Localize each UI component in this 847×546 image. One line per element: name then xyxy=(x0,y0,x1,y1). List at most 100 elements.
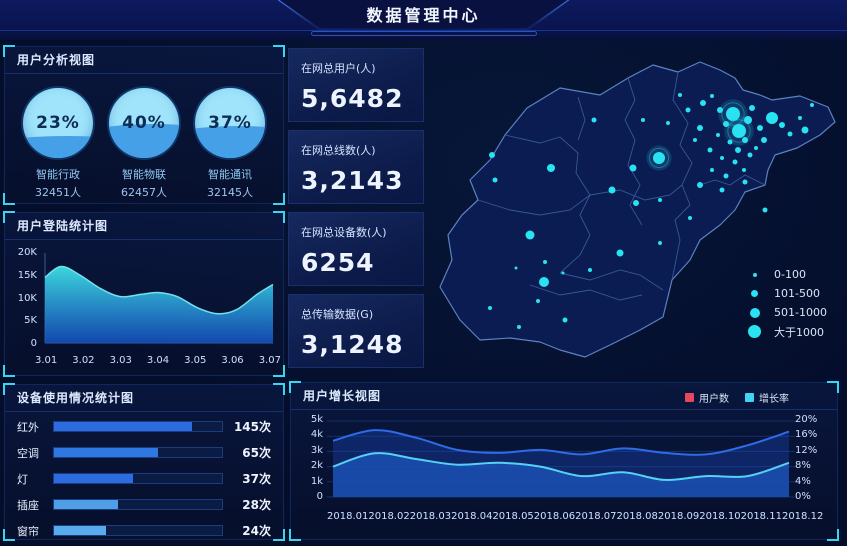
panel-login-stats: 用户登陆统计图 20K 15K 10K 5K 0 3.01 3.02 3.03 3.04 3.0… xyxy=(3,211,285,377)
bar-track xyxy=(53,499,223,510)
axis-tick: 3.01 xyxy=(35,355,58,366)
map-bubble xyxy=(658,241,662,245)
map-bubble xyxy=(754,146,758,150)
bar-track xyxy=(53,447,223,458)
corner-bracket xyxy=(273,365,285,377)
map-bubble xyxy=(798,116,802,120)
bar-label: 插座 xyxy=(17,498,39,512)
device-usage-bars: 红外 145次 空调 65次灯 37次 插座 28次 窗帘 24次 xyxy=(17,415,271,545)
corner-bracket xyxy=(273,193,285,205)
map-bubble xyxy=(591,117,597,123)
bar-value: 65次 xyxy=(242,446,271,460)
map-bubble xyxy=(697,182,703,188)
map-bubble xyxy=(742,179,748,185)
axis-tick: 16% xyxy=(795,429,818,441)
panel-title: 用户登陆统计图 xyxy=(5,213,283,240)
axis-tick: 2018.07 xyxy=(575,511,617,522)
bubble-size-icon xyxy=(750,307,760,318)
map-bubble xyxy=(747,152,753,158)
stat-card-total-devices: 在网总设备数(人) 6254 xyxy=(288,212,424,286)
axis-tick: 0% xyxy=(795,490,811,502)
growth-chart-left-axis: 5k 4k 3k 2k 1k 0 xyxy=(295,414,323,502)
map-bubble xyxy=(685,107,691,113)
axis-tick: 12% xyxy=(795,444,818,456)
bar-fill xyxy=(54,474,133,483)
map-bubble xyxy=(517,325,521,329)
header-ornament xyxy=(310,31,537,36)
map-bubble xyxy=(514,266,518,270)
map-bubble xyxy=(658,198,662,202)
panel-user-analysis: 用户分析视图 23% 智能行政 32451人 40% 智能物联 62457人 xyxy=(3,45,285,205)
map-bubble xyxy=(697,125,703,131)
growth-area-chart xyxy=(327,420,795,498)
map-bubbles xyxy=(488,93,814,329)
bar-label: 红外 xyxy=(17,420,39,434)
gauge-admin: 23% 智能行政 32451人 xyxy=(16,88,100,200)
growth-chart-legend: 用户数 增长率 xyxy=(685,390,789,405)
axis-tick: 2018.06 xyxy=(533,511,576,522)
map-bubble xyxy=(666,121,670,125)
axis-tick: 4k xyxy=(310,429,323,441)
device-usage-row: 插座 28次 xyxy=(17,493,271,516)
gauge-count: 32451人 xyxy=(35,186,81,199)
gauge-comm: 37% 智能通讯 32145人 xyxy=(188,88,272,200)
axis-tick: 4% xyxy=(795,475,811,487)
map-bubble xyxy=(700,100,706,106)
map-legend-item: 0-100 xyxy=(748,265,827,284)
map-bubble xyxy=(766,112,778,124)
panel-title: 用户增长视图 xyxy=(291,383,837,410)
map-bubble xyxy=(547,164,555,172)
map-bubble xyxy=(717,107,723,113)
bar-track xyxy=(53,473,223,484)
axis-tick: 2018.10 xyxy=(699,511,741,522)
map-bubble xyxy=(742,137,748,143)
axis-tick: 1k xyxy=(310,475,323,487)
gauge-percent: 37% xyxy=(208,113,252,133)
map-bubble xyxy=(742,168,746,172)
bar-fill xyxy=(54,526,107,535)
panel-device-usage: 设备使用情况统计图 红外 145次 空调 65次灯 37次 插座 28次 窗帘 24次 xyxy=(3,383,285,541)
legend-swatch-red xyxy=(685,393,694,402)
map-bubble xyxy=(641,118,645,122)
gauge-count: 62457人 xyxy=(121,186,167,199)
corner-bracket xyxy=(3,383,15,395)
map-bubble xyxy=(732,159,738,165)
panel-user-growth: 用户增长视图 用户数 增长率 5k 4k 3k 2k 1k 0 20% 16% 12% 8% 4%… xyxy=(289,381,839,541)
gauge-label: 智能行政 xyxy=(36,168,80,181)
corner-bracket xyxy=(827,529,839,541)
legend-item-users[interactable]: 用户数 xyxy=(685,390,729,405)
map-bubble xyxy=(719,187,725,193)
liquid-circle: 37% xyxy=(195,88,265,158)
stat-value: 3,1248 xyxy=(301,330,404,359)
map-bubble xyxy=(723,121,729,127)
gauge-count: 32145人 xyxy=(207,186,253,199)
region-map: 0-100 101-500 501-1000 大于1000 xyxy=(430,45,847,380)
gauge-label: 智能物联 xyxy=(122,168,166,181)
axis-tick: 0 xyxy=(30,338,37,349)
map-bubble xyxy=(616,249,624,257)
stat-label: 总传输数据(G) xyxy=(301,308,374,321)
liquid-circle: 23% xyxy=(23,88,93,158)
axis-tick: 3k xyxy=(310,444,323,456)
axis-tick: 2018.11 xyxy=(740,511,782,522)
map-bubble xyxy=(688,216,692,220)
legend-item-growth[interactable]: 增长率 xyxy=(745,390,789,405)
axis-tick: 2018.12 xyxy=(781,511,824,522)
map-bubble xyxy=(492,177,498,183)
map-legend-item: 501-1000 xyxy=(748,303,827,322)
axis-tick: 2k xyxy=(310,460,323,472)
map-bubble xyxy=(588,268,592,272)
bar-label: 窗帘 xyxy=(17,524,39,538)
stat-value: 3,2143 xyxy=(301,166,404,195)
map-bubble xyxy=(735,147,741,153)
map-bubble xyxy=(710,94,714,98)
page-title: 数据管理中心 xyxy=(366,6,481,25)
corner-bracket xyxy=(289,529,301,541)
axis-tick: 2018.08 xyxy=(616,511,658,522)
corner-bracket xyxy=(289,381,301,393)
stat-label: 在网总线数(人) xyxy=(301,144,376,157)
device-usage-row: 窗帘 24次 xyxy=(17,519,271,542)
map-bubble xyxy=(726,107,740,121)
bar-fill xyxy=(54,422,192,431)
map-bubble xyxy=(727,139,733,145)
